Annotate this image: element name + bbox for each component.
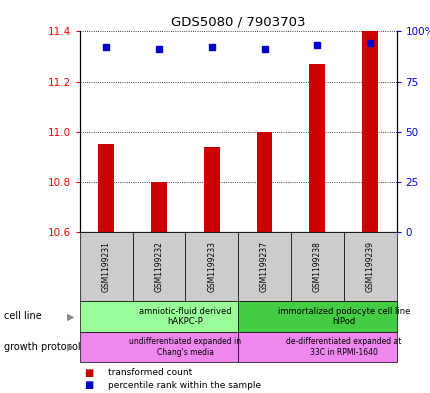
Text: cell line: cell line [4,311,42,321]
Bar [256,132,272,232]
Bar [150,182,166,232]
Text: GSM1199237: GSM1199237 [259,241,268,292]
Bar [290,232,343,301]
Text: undifferentiated expanded in
Chang's media: undifferentiated expanded in Chang's med… [129,337,241,356]
Bar [238,301,396,332]
Bar [185,232,238,301]
Text: ▶: ▶ [67,311,74,321]
Text: GSM1199239: GSM1199239 [365,241,374,292]
Bar [80,332,238,362]
Text: GSM1199231: GSM1199231 [101,241,111,292]
Text: ■: ■ [84,367,93,378]
Bar [203,147,219,232]
Text: GSM1199238: GSM1199238 [312,241,321,292]
Title: GDS5080 / 7903703: GDS5080 / 7903703 [170,16,305,29]
Text: GSM1199232: GSM1199232 [154,241,163,292]
Bar [132,232,185,301]
Bar [238,232,290,301]
Bar [343,232,396,301]
Text: GSM1199233: GSM1199233 [207,241,216,292]
Text: ▶: ▶ [67,342,74,352]
Bar [80,232,132,301]
Bar [361,31,377,232]
Bar [309,64,325,232]
Text: de-differentiated expanded at
33C in RPMI-1640: de-differentiated expanded at 33C in RPM… [286,337,400,356]
Text: transformed count: transformed count [108,368,191,377]
Bar [80,301,238,332]
Text: ■: ■ [84,380,93,390]
Text: immortalized podocyte cell line
hIPod: immortalized podocyte cell line hIPod [277,307,409,326]
Text: percentile rank within the sample: percentile rank within the sample [108,381,260,389]
Bar [98,144,114,232]
Text: amniotic-fluid derived
hAKPC-P: amniotic-fluid derived hAKPC-P [139,307,231,326]
Text: growth protocol: growth protocol [4,342,81,352]
Bar [238,332,396,362]
